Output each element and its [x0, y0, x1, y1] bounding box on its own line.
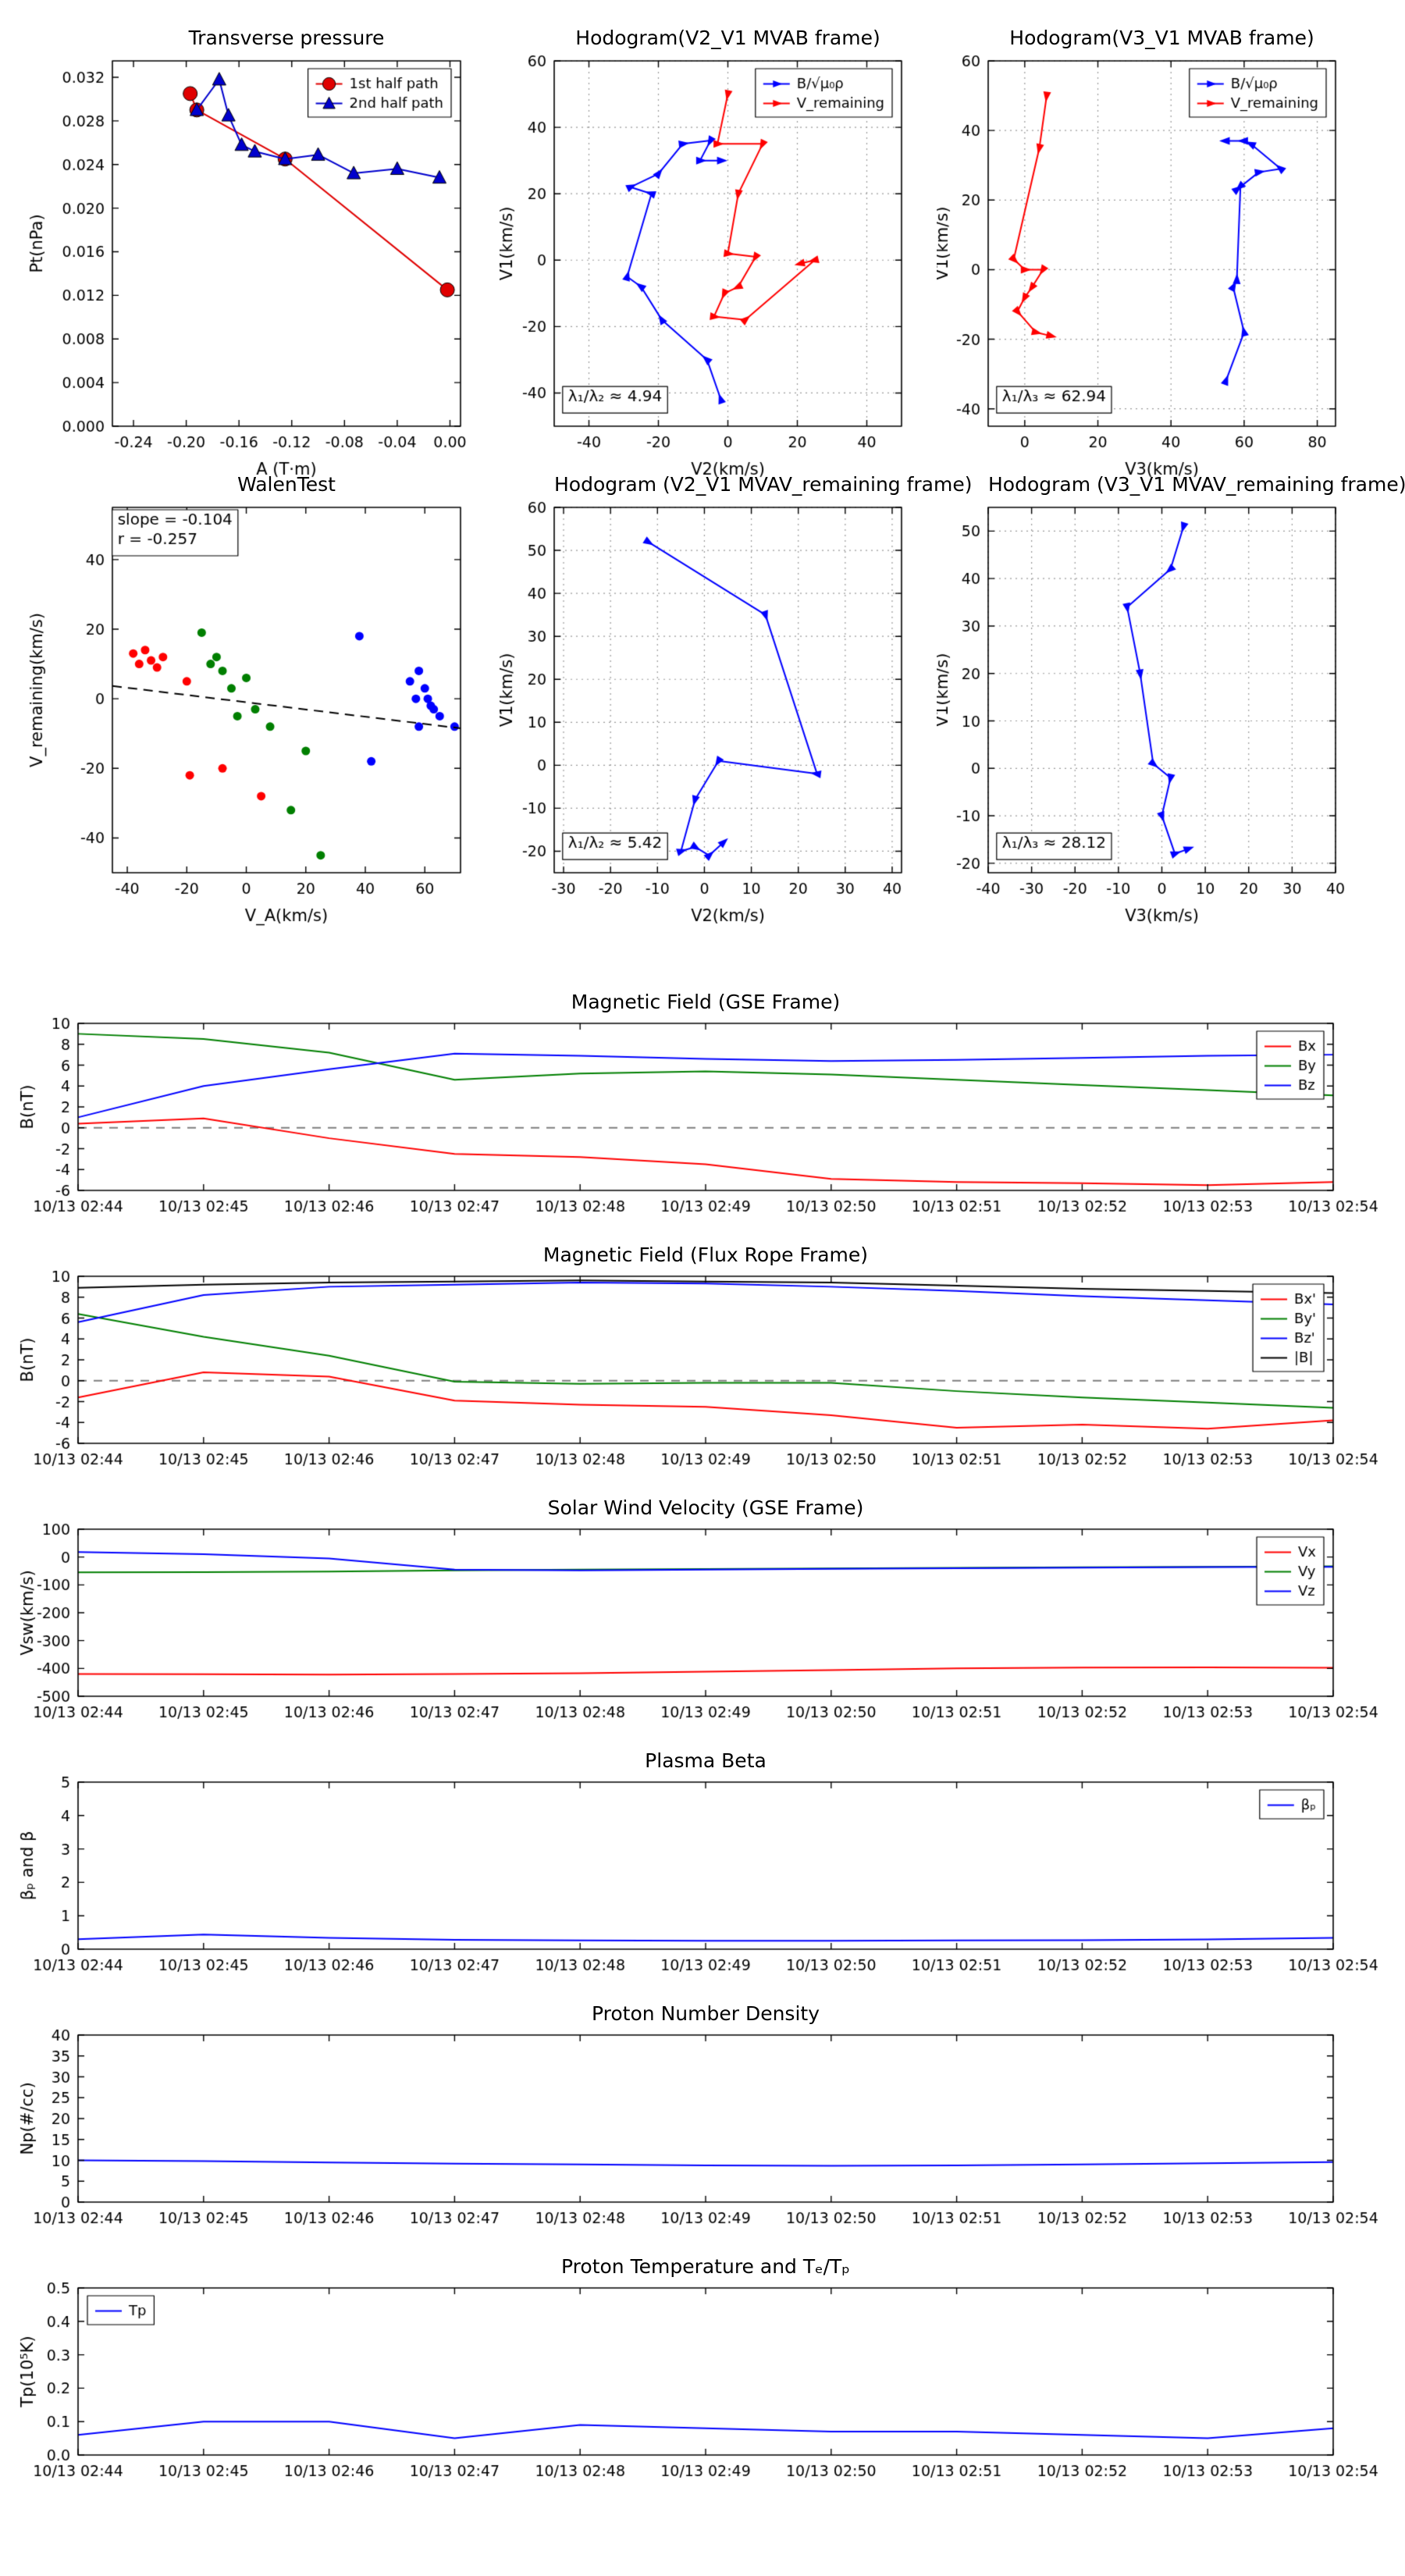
chart-title-proton-temperature: Proton Temperature and Tₑ/Tₚ [561, 2255, 850, 2278]
chart-title-hodogram-v3v1-mvav: Hodogram (V3_V1 MVAV_remaining frame) [988, 473, 1405, 496]
chart-title-walen-test: WalenTest [237, 473, 336, 496]
chart-title-hodogram-v3v1-mvab: Hodogram(V3_V1 MVAB frame) [1009, 27, 1314, 49]
chart-title-hodogram-v2v1-mvav: Hodogram (V2_V1 MVAV_remaining frame) [554, 473, 973, 496]
chart-walen-test [16, 482, 484, 951]
chart-title-transverse-pressure: Transverse pressure [188, 27, 385, 49]
chart-hodogram-v3v1-mvav [937, 482, 1389, 951]
chart-hodogram-v2v1-mvav [500, 482, 937, 951]
chart-title-hodogram-v2v1-mvab: Hodogram(V2_V1 MVAB frame) [575, 27, 880, 49]
chart-transverse-pressure [16, 14, 484, 482]
chart-title-plasma-beta: Plasma Beta [645, 1749, 767, 1772]
chart-title-solar-wind-velocity: Solar Wind Velocity (GSE Frame) [547, 1496, 864, 1519]
chart-magnetic-field-flux-rope [16, 1229, 1389, 1487]
chart-title-magnetic-field-flux-rope: Magnetic Field (Flux Rope Frame) [542, 1244, 869, 1266]
chart-plasma-beta [16, 1735, 1389, 1993]
chart-solar-wind-velocity [16, 1482, 1389, 1740]
chart-hodogram-v3v1-mvab [937, 14, 1389, 482]
chart-proton-temperature [16, 2241, 1389, 2499]
chart-hodogram-v2v1-mvab [500, 14, 937, 482]
chart-title-proton-number-density: Proton Number Density [592, 2002, 820, 2025]
chart-title-magnetic-field-gse: Magnetic Field (GSE Frame) [571, 991, 841, 1013]
chart-magnetic-field-gse [16, 977, 1389, 1234]
chart-proton-number-density [16, 1988, 1389, 2246]
